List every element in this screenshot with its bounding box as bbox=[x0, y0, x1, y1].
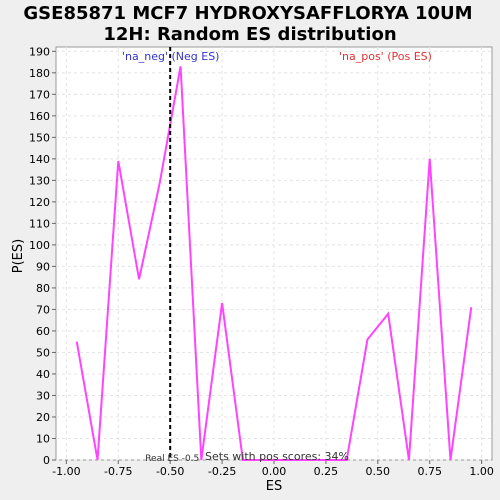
y-tick-label: 120 bbox=[29, 196, 50, 209]
x-tick-label: -0.25 bbox=[208, 465, 236, 478]
y-tick-label: 180 bbox=[29, 67, 50, 80]
y-tick-label: 140 bbox=[29, 153, 50, 166]
neg-es-label: 'na_neg' (Neg ES) bbox=[122, 50, 219, 63]
x-tick-label: -0.50 bbox=[156, 465, 184, 478]
x-tick-label: 1.00 bbox=[469, 465, 494, 478]
y-tick-label: 80 bbox=[36, 282, 50, 295]
pos-es-label: 'na_pos' (Pos ES) bbox=[339, 50, 432, 63]
y-tick-label: 30 bbox=[36, 389, 50, 402]
y-tick-label: 20 bbox=[36, 411, 50, 424]
y-tick-label: 160 bbox=[29, 110, 50, 123]
x-tick-label: 0.75 bbox=[417, 465, 442, 478]
y-axis: 0 10 20 30 40 50 60 70 80 90 100 110 120 130 140 150 160… bbox=[29, 45, 56, 467]
y-axis-label: P(ES) bbox=[11, 239, 26, 273]
y-tick-label: 0 bbox=[43, 454, 50, 467]
y-tick-label: 170 bbox=[29, 88, 50, 101]
y-tick-label: 10 bbox=[36, 432, 50, 445]
chart-title-line2: 12H: Random ES distribution bbox=[103, 24, 396, 45]
grid-lines bbox=[56, 47, 492, 461]
x-tick-label: 0.25 bbox=[314, 465, 339, 478]
y-tick-label: 110 bbox=[29, 217, 50, 230]
y-tick-label: 90 bbox=[36, 260, 50, 273]
real-es-group: Real ES -0.5 bbox=[145, 47, 199, 464]
series-group bbox=[75, 66, 473, 461]
y-tick-label: 60 bbox=[36, 325, 50, 338]
y-tick-label: 100 bbox=[29, 239, 50, 252]
y-tick-label: 130 bbox=[29, 174, 50, 187]
real-es-label: Real ES -0.5 bbox=[145, 454, 199, 464]
chart-title-line1: GSE85871 MCF7 HYDROXYSAFFLORYA 10UM bbox=[23, 3, 472, 24]
x-tick-label: 0.00 bbox=[262, 465, 287, 478]
x-axis-label: ES bbox=[266, 479, 282, 494]
y-tick-label: 190 bbox=[29, 45, 50, 58]
x-tick-label: -0.75 bbox=[104, 465, 132, 478]
x-axis: -1.00 -0.75 -0.50 -0.25 0.00 0.25 0.50 0.75 1.00 bbox=[52, 460, 494, 478]
series-line bbox=[75, 66, 473, 461]
y-tick-label: 40 bbox=[36, 368, 50, 381]
pos-scores-label: Sets with pos scores: 34% bbox=[205, 450, 349, 463]
y-tick-label: 150 bbox=[29, 131, 50, 144]
x-tick-label: 0.50 bbox=[366, 465, 391, 478]
y-tick-label: 50 bbox=[36, 346, 50, 359]
x-tick-label: -1.00 bbox=[52, 465, 80, 478]
y-tick-label: 70 bbox=[36, 303, 50, 316]
